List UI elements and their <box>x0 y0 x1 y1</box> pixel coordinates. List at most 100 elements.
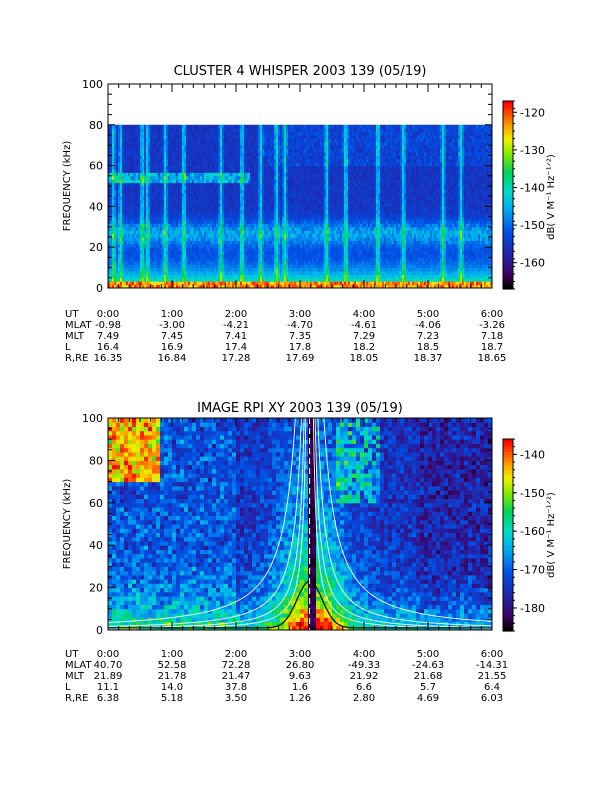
p1-spectrogram-cell <box>178 274 181 279</box>
p1-spectrogram-cell <box>258 199 261 204</box>
p1-spectrogram-cell <box>192 240 195 245</box>
p1-spectrogram-cell <box>246 192 249 197</box>
p1-spectrogram-cell <box>234 243 237 248</box>
p1-spectrogram-cell <box>216 220 219 224</box>
p1-spectrogram-cell <box>148 148 151 153</box>
p1-spectrogram-cell <box>210 220 213 224</box>
p1-spectrogram-cell <box>242 260 245 265</box>
p1-spectrogram-cell <box>242 172 245 177</box>
p1-spectrogram-cell <box>138 155 141 160</box>
p1-spectrogram-cell <box>144 145 147 150</box>
p1-spectrogram-cell <box>250 192 253 197</box>
p1-spectrogram-cell <box>108 199 111 204</box>
p1-spectrogram-cell <box>232 186 235 190</box>
p1-spectrogram-cell <box>252 264 255 269</box>
p1-spectrogram-cell <box>302 284 305 288</box>
p1-spectrogram-cell <box>220 179 223 184</box>
p1-spectrogram-cell <box>210 274 213 279</box>
p1-spectrogram-cell <box>188 274 191 279</box>
p1-spectrogram-cell <box>242 257 245 262</box>
p1-spectrogram-cell <box>120 155 123 160</box>
p1-spectrogram-cell <box>298 189 301 194</box>
p1-spectrogram-cell <box>178 243 181 248</box>
p1-spectrogram-cell <box>186 216 189 221</box>
p1-spectrogram-cell <box>216 189 219 194</box>
p1-spectrogram-cell <box>298 243 301 248</box>
p1-spectrogram-cell <box>268 128 271 133</box>
p1-spectrogram-cell <box>180 274 183 279</box>
p1-spectrogram-cell <box>194 165 197 170</box>
p1-spectrogram-cell <box>160 243 163 248</box>
p1-spectrogram-cell <box>308 199 311 204</box>
p1-spectrogram-cell <box>274 209 277 214</box>
p1-spectrogram-cell <box>140 254 143 258</box>
p1-spectrogram-cell <box>140 247 143 252</box>
p1-spectrogram-cell <box>120 254 123 258</box>
p1-spectrogram-cell <box>114 158 117 163</box>
p1-spectrogram-cell <box>214 237 217 241</box>
p1-spectrogram-cell <box>304 162 307 167</box>
p1-spectrogram-cell <box>292 237 295 241</box>
p1-spectrogram-cell <box>266 257 269 262</box>
p1-spectrogram-cell <box>292 162 295 167</box>
p1-spectrogram-cell <box>162 233 165 238</box>
p1-spectrogram-cell <box>280 186 283 190</box>
p1-spectrogram-cell <box>174 209 177 214</box>
p1-spectrogram-cell <box>260 138 263 143</box>
p1-spectrogram-cell <box>194 135 197 139</box>
p1-spectrogram-cell <box>154 216 157 221</box>
p1-spectrogram-cell <box>140 128 143 133</box>
p1-spectrogram-cell <box>276 196 279 201</box>
p1-spectrogram-cell <box>302 247 305 252</box>
p1-spectrogram-cell <box>212 155 215 160</box>
p1-spectrogram-cell <box>218 138 221 143</box>
p1-spectrogram-cell <box>252 230 255 235</box>
p1-spectrogram-cell <box>282 237 285 241</box>
p1-spectrogram-cell <box>294 277 297 282</box>
p1-spectrogram-cell <box>204 135 207 139</box>
p1-spectrogram-cell <box>146 220 149 224</box>
p1-spectrogram-cell <box>246 267 249 272</box>
p1-spectrogram-cell <box>270 213 273 218</box>
p1-spectrogram-cell <box>108 145 111 150</box>
p1-spectrogram-cell <box>178 254 181 258</box>
p1-spectrogram-cell <box>240 158 243 163</box>
p1-spectrogram-cell <box>308 220 311 224</box>
p1-spectrogram-cell <box>214 281 217 286</box>
p1-spectrogram-cell <box>266 175 269 180</box>
p1-spectrogram-cell <box>116 141 119 146</box>
p1-spectrogram-cell <box>284 216 287 221</box>
p1-spectrogram-cell <box>208 172 211 177</box>
p1-spectrogram-cell <box>252 158 255 163</box>
p1-spectrogram-cell <box>140 271 143 275</box>
p1-spectrogram-cell <box>166 186 169 190</box>
p1-spectrogram-cell <box>258 169 261 173</box>
p1-spectrogram-cell <box>280 243 283 248</box>
p1-spectrogram-cell <box>206 145 209 150</box>
p1-spectrogram-cell <box>252 247 255 252</box>
p1-spectrogram-cell <box>226 196 229 201</box>
p1-spectrogram-cell <box>154 254 157 258</box>
p1-spectrogram-cell <box>262 124 265 129</box>
p1-spectrogram-cell <box>134 247 137 252</box>
p1-spectrogram-cell <box>250 271 253 275</box>
p1-spectrogram-cell <box>234 226 237 231</box>
p1-spectrogram-cell <box>314 148 317 153</box>
p1-spectrogram-cell <box>190 223 193 228</box>
p1-spectrogram-cell <box>238 158 241 163</box>
p1-spectrogram-cell <box>182 216 185 221</box>
p1-spectrogram-cell <box>306 203 309 207</box>
p1-spectrogram-cell <box>242 165 245 170</box>
p1-spectrogram-cell <box>214 209 217 214</box>
p1-spectrogram-cell <box>138 226 141 231</box>
p1-spectrogram-cell <box>116 271 119 275</box>
p1-spectrogram-cell <box>118 145 121 150</box>
p1-spectrogram-cell <box>234 155 237 160</box>
p1-spectrogram-cell <box>246 233 249 238</box>
p1-spectrogram-cell <box>232 175 235 180</box>
p1-spectrogram-cell <box>174 240 177 245</box>
p1-spectrogram-cell <box>108 247 111 252</box>
p1-spectrogram-cell <box>178 196 181 201</box>
p1-spectrogram-cell <box>270 155 273 160</box>
p1-spectrogram-cell <box>252 254 255 258</box>
